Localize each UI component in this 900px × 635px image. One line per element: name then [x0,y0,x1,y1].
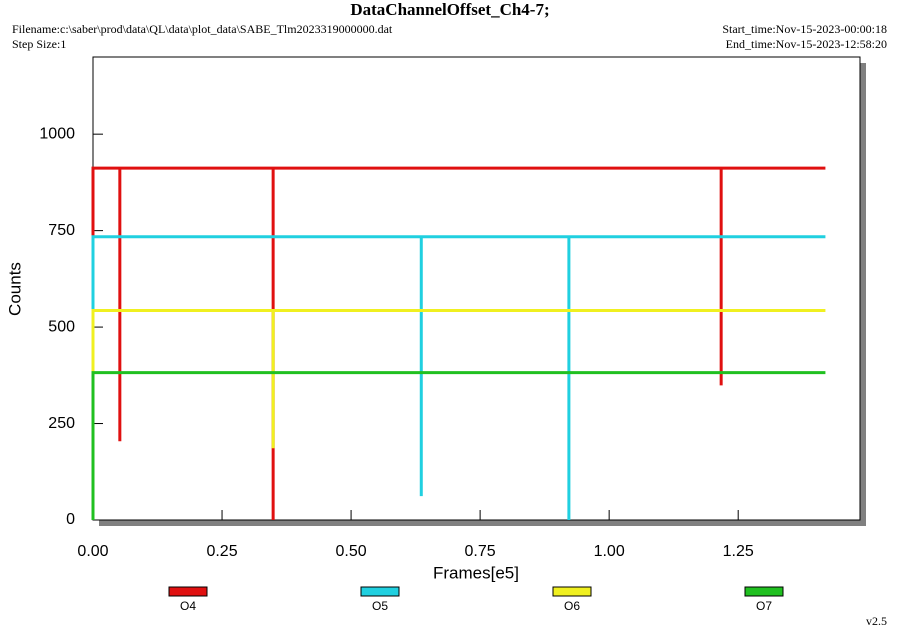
y-tick-label: 500 [48,318,75,335]
series-line [91,308,826,520]
step-size: Step Size:1 [12,37,66,51]
legend-label: O7 [756,599,772,613]
x-tick-label: 1.00 [594,543,625,560]
legend-swatch [552,586,592,597]
chart-title: DataChannelOffset_Ch4-7; [350,0,549,19]
x-tick-label: 0.75 [465,543,496,560]
y-tick-label: 750 [48,222,75,239]
legend-label: O4 [180,599,196,613]
series-line [91,371,826,520]
x-tick-label: 0.00 [77,543,108,560]
legend-label: O5 [372,599,388,613]
y-tick-label: 0 [66,511,75,528]
end-time: End_time:Nov-15-2023-12:58:20 [726,37,887,51]
x-axis-label: Frames[e5] [433,563,519,582]
legend-swatch [168,586,208,597]
x-tick-label: 0.50 [336,543,367,560]
plot-area [92,56,861,521]
y-tick-label: 1000 [39,125,75,142]
x-tick-label: 0.25 [206,543,237,560]
start-time: Start_time:Nov-15-2023-00:00:18 [722,22,887,36]
series-line [91,235,826,520]
version: v2.5 [866,614,887,628]
y-tick-label: 250 [48,415,75,432]
filename: Filename:c:\saber\prod\data\QL\data\plot… [12,22,393,36]
legend-swatch [360,586,400,597]
x-tick-label: 1.25 [723,543,754,560]
legend-label: O6 [564,599,580,613]
legend-swatch [744,586,784,597]
y-axis-label: Counts [5,262,24,316]
